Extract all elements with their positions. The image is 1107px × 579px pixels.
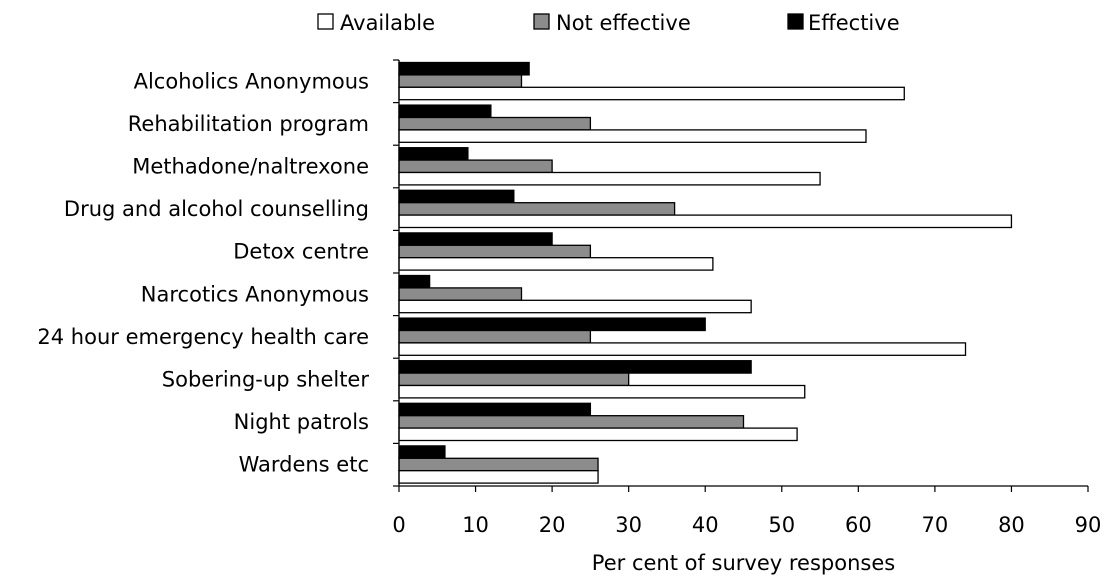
bar-not-effective-sobering-up-shelter <box>398 372 630 387</box>
bar-not-effective-rehabilitation-program <box>398 116 592 131</box>
legend-label-effective: Effective <box>808 11 900 35</box>
category-label-narcotics-anonymous: Narcotics Anonymous <box>141 282 369 306</box>
category-label-detox-centre: Detox centre <box>233 240 369 264</box>
x-tick-label: 70 <box>922 513 949 537</box>
x-tick-label: 10 <box>462 513 489 537</box>
bar-effective-night-patrols <box>398 402 592 417</box>
x-tick-label: 90 <box>1075 513 1102 537</box>
category-label-drug-and-alcohol-counselling: Drug and alcohol counselling <box>64 197 369 221</box>
category-label-alcoholics-anonymous: Alcoholics Anonymous <box>134 69 369 93</box>
bar-available-detox-centre <box>398 257 714 271</box>
x-tick-label: 60 <box>845 513 872 537</box>
bar-available-rehabilitation-program <box>398 129 867 143</box>
x-tick-label: 50 <box>768 513 795 537</box>
category-label-rehabilitation-program: Rehabilitation program <box>128 112 369 136</box>
bar-effective-24-hour-emergency-health-care <box>398 317 706 332</box>
bar-effective-drug-and-alcohol-counselling <box>398 189 515 204</box>
bar-not-effective-24-hour-emergency-health-care <box>398 329 592 344</box>
bar-effective-sobering-up-shelter <box>398 360 752 374</box>
x-tick-label: 0 <box>392 513 405 537</box>
legend-swatch-effective <box>787 13 804 30</box>
bar-available-sobering-up-shelter <box>398 384 806 399</box>
bar-effective-detox-centre <box>398 232 553 246</box>
category-label-24-hour-emergency-health-care: 24 hour emergency health care <box>37 325 369 349</box>
bar-available-narcotics-anonymous <box>398 299 752 314</box>
category-label-night-patrols: Night patrols <box>234 410 369 434</box>
legend-label-available: Available <box>340 11 435 35</box>
legend-swatch-not-effective <box>533 13 550 30</box>
bar-available-night-patrols <box>398 427 798 442</box>
bar-effective-alcoholics-anonymous <box>398 61 530 76</box>
bar-effective-narcotics-anonymous <box>398 274 431 289</box>
bar-available-24-hour-emergency-health-care <box>398 342 967 356</box>
category-label-sobering-up-shelter: Sobering-up shelter <box>162 368 370 392</box>
labels: 0 10 20 30 40 50 60 70 80 90 Alcoholics Anonymous R… <box>37 69 1101 575</box>
category-label-methadone-naltrexone: Methadone/naltrexone <box>132 155 369 179</box>
axes <box>393 59 1089 492</box>
x-tick-label: 40 <box>692 513 719 537</box>
x-tick-label: 20 <box>539 513 566 537</box>
bar-not-effective-detox-centre <box>398 244 592 259</box>
bar-not-effective-narcotics-anonymous <box>398 287 523 301</box>
bar-not-effective-wardens-etc <box>398 457 599 472</box>
bar-not-effective-night-patrols <box>398 415 745 429</box>
bar-not-effective-drug-and-alcohol-counselling <box>398 202 676 216</box>
bar-effective-wardens-etc <box>398 445 446 459</box>
category-label-wardens-etc: Wardens etc <box>239 453 369 477</box>
x-tick-label: 80 <box>998 513 1025 537</box>
bar-effective-rehabilitation-program <box>398 104 492 119</box>
bar-not-effective-methadone-naltrexone <box>398 159 553 174</box>
bar-available-alcoholics-anonymous <box>398 86 905 101</box>
bar-available-methadone-naltrexone <box>398 171 821 186</box>
bar-effective-methadone-naltrexone <box>398 147 469 161</box>
bar-available-drug-and-alcohol-counselling <box>398 214 1013 229</box>
x-axis-title: Per cent of survey responses <box>592 551 895 575</box>
legend: Available Not effective Effective <box>317 11 900 35</box>
bar-available-wardens-etc <box>398 470 599 484</box>
bars <box>398 61 1013 484</box>
legend-label-not-effective: Not effective <box>556 11 691 35</box>
legend-swatch-available <box>317 13 334 30</box>
bar-not-effective-alcoholics-anonymous <box>398 74 523 88</box>
x-tick-label: 30 <box>615 513 642 537</box>
